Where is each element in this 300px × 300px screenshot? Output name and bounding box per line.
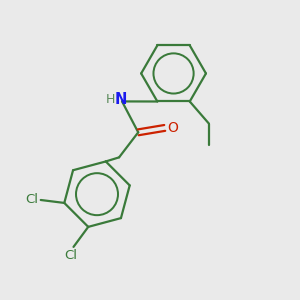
Text: H: H bbox=[106, 93, 116, 106]
Text: N: N bbox=[114, 92, 127, 106]
Text: Cl: Cl bbox=[64, 249, 77, 262]
Text: Cl: Cl bbox=[25, 193, 38, 206]
Text: O: O bbox=[167, 121, 178, 135]
